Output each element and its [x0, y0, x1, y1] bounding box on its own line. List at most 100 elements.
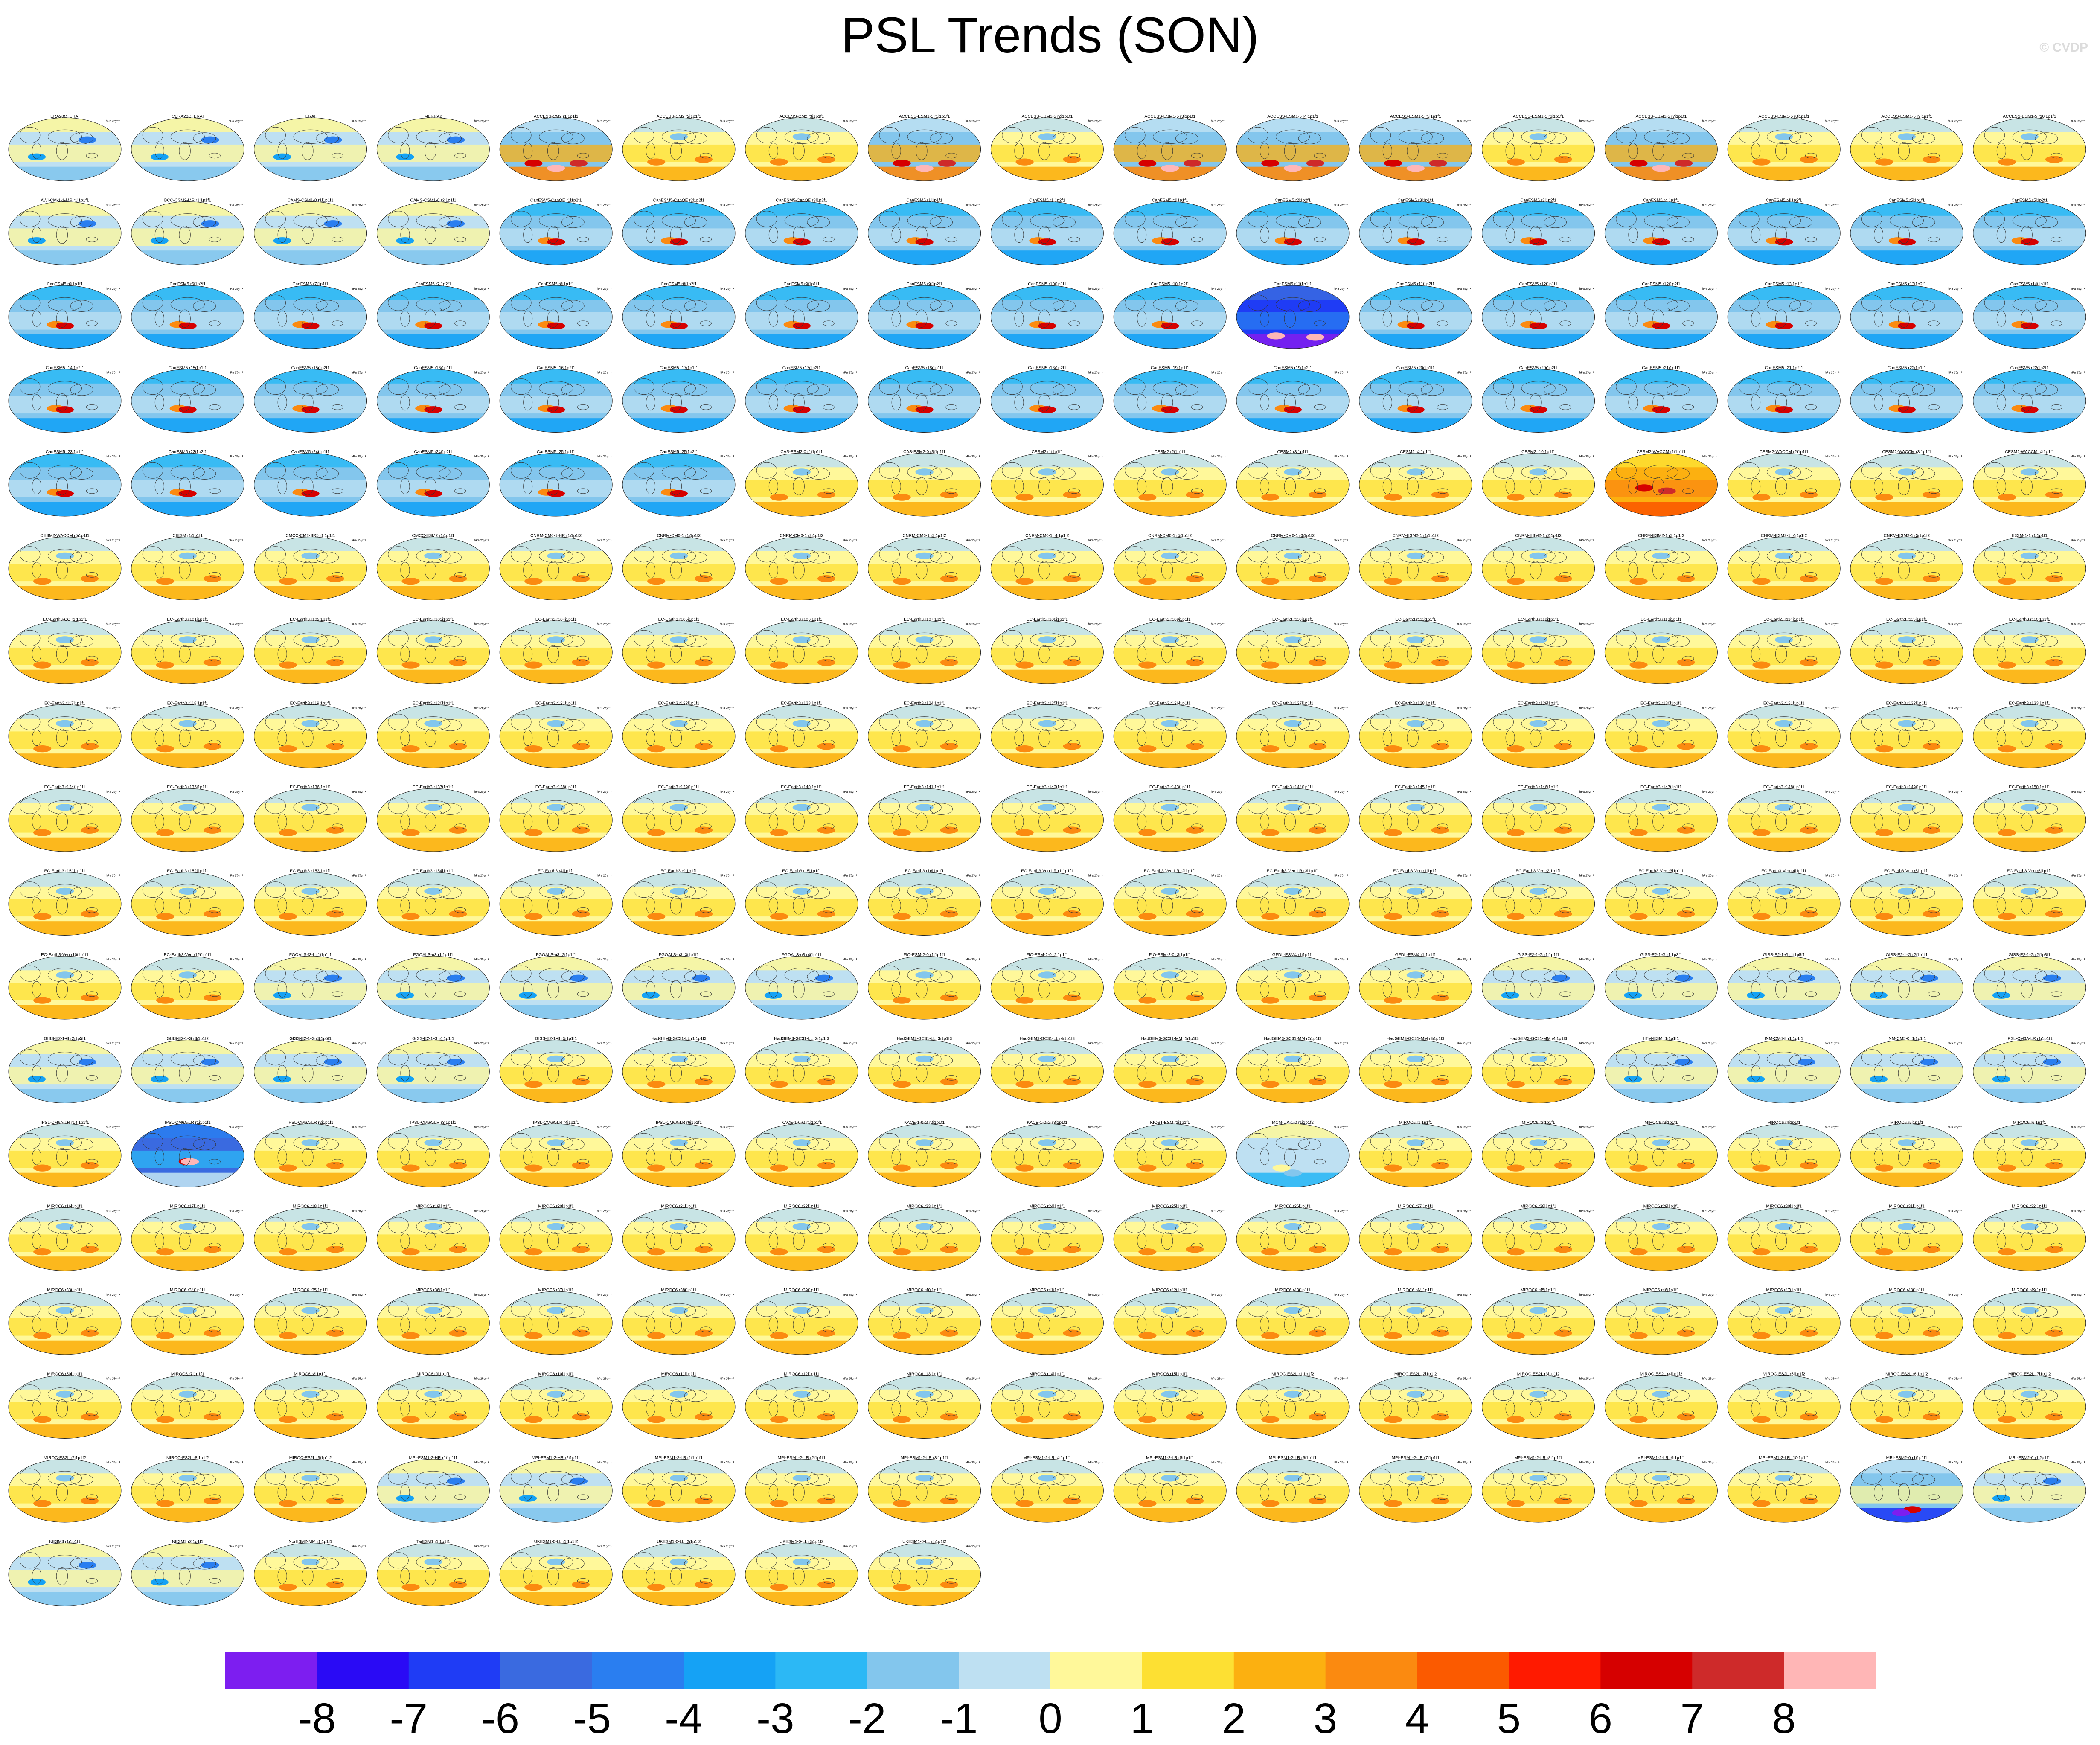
map-field	[1236, 1067, 1349, 1085]
map-field	[500, 1005, 613, 1019]
map-field	[1973, 669, 2086, 684]
map-field	[254, 166, 367, 181]
continent-outline	[265, 881, 286, 898]
panel-units: hPa 25yr⁻¹	[2071, 204, 2085, 207]
panel-title: EC-Earth3 r9i1p1f1	[660, 869, 697, 874]
map-anomaly	[1529, 1223, 1547, 1230]
map-field	[131, 502, 244, 516]
continent-outline	[1437, 404, 1448, 410]
continent-outline	[1137, 227, 1147, 243]
globe-border	[868, 369, 981, 433]
map-anomaly	[1629, 1164, 1648, 1172]
continent-outline	[684, 719, 707, 731]
map-field	[1236, 1424, 1349, 1439]
globe-border	[254, 201, 367, 265]
panel-title: ACCESS-ESM1-5 r6i1p1f1	[1513, 114, 1564, 119]
map-field	[377, 1592, 490, 1606]
continent-outline	[807, 384, 830, 396]
map-anomaly	[1897, 238, 1916, 246]
continent-outline	[1667, 300, 1690, 312]
continent-outline	[1382, 227, 1392, 243]
map-anomaly	[401, 1332, 420, 1339]
continent-outline	[547, 980, 559, 998]
map-field	[991, 1424, 1104, 1439]
map-field	[1359, 815, 1472, 833]
panel-units: hPa 25yr⁻¹	[1825, 120, 1840, 123]
continent-outline	[756, 546, 777, 563]
globe-border	[254, 872, 367, 936]
map-field	[9, 1067, 121, 1085]
panel-units: hPa 25yr⁻¹	[229, 204, 244, 207]
map-field	[9, 586, 121, 600]
map-anomaly	[1675, 1059, 1693, 1066]
continent-outline	[1030, 381, 1065, 396]
globe-border	[1236, 620, 1350, 684]
continent-outline	[277, 310, 287, 327]
panel-title: AWI-CM-1-1-MR r1i1p1f1	[41, 198, 89, 203]
continent-outline	[1682, 488, 1694, 494]
continent-outline	[1928, 656, 1940, 662]
continent-outline	[1984, 294, 2005, 311]
map-field	[868, 502, 981, 516]
continent-outline	[332, 991, 343, 997]
map-anomaly	[273, 153, 291, 160]
map-anomaly	[1283, 1390, 1302, 1398]
map-field	[991, 1318, 1104, 1336]
panel-title: EC-Earth3-Veg r10i1p1f1	[41, 953, 89, 957]
continent-outline	[547, 645, 559, 663]
continent-outline	[32, 730, 41, 746]
panel-units: hPa 25yr⁻¹	[1334, 1126, 1349, 1129]
map-field	[1728, 1005, 1841, 1019]
map-anomaly	[1629, 829, 1648, 836]
map-anomaly	[1998, 829, 2016, 836]
map-field	[745, 1570, 858, 1588]
map-anomaly	[27, 153, 46, 160]
panel-units: hPa 25yr⁻¹	[352, 539, 366, 542]
globe-border	[1236, 537, 1350, 600]
continent-outline	[1314, 907, 1326, 913]
continent-outline	[539, 465, 573, 480]
map-anomaly	[1875, 494, 1893, 501]
map-anomaly	[1283, 971, 1302, 979]
continent-outline	[1751, 227, 1761, 243]
map-anomaly	[1507, 1080, 1525, 1088]
map-anomaly	[647, 913, 666, 920]
globe-border	[745, 956, 858, 1020]
map-anomaly	[1677, 1162, 1695, 1169]
map-anomaly	[55, 1223, 74, 1230]
map-anomaly	[33, 1332, 52, 1339]
panel-units: hPa 25yr⁻¹	[1948, 707, 1963, 710]
map-field	[377, 1424, 490, 1439]
continent-outline	[170, 213, 205, 228]
map-anomaly	[915, 804, 934, 811]
continent-outline	[1398, 465, 1433, 480]
continent-outline	[684, 132, 707, 144]
continent-outline	[907, 884, 942, 899]
map-field	[377, 1508, 490, 1522]
continent-outline	[793, 812, 805, 831]
continent-outline	[547, 309, 559, 328]
continent-outline	[1682, 823, 1694, 829]
map-anomaly	[1015, 997, 1034, 1004]
map-anomaly	[1261, 829, 1280, 836]
map-field	[991, 1402, 1104, 1420]
continent-outline	[1437, 656, 1448, 662]
map-field	[500, 899, 613, 917]
map-field	[991, 1172, 1104, 1187]
panel-units: hPa 25yr⁻¹	[474, 1210, 489, 1213]
map-anomaly	[1261, 160, 1280, 167]
map-anomaly	[940, 491, 958, 498]
continent-outline	[945, 320, 957, 326]
continent-outline	[930, 300, 953, 312]
